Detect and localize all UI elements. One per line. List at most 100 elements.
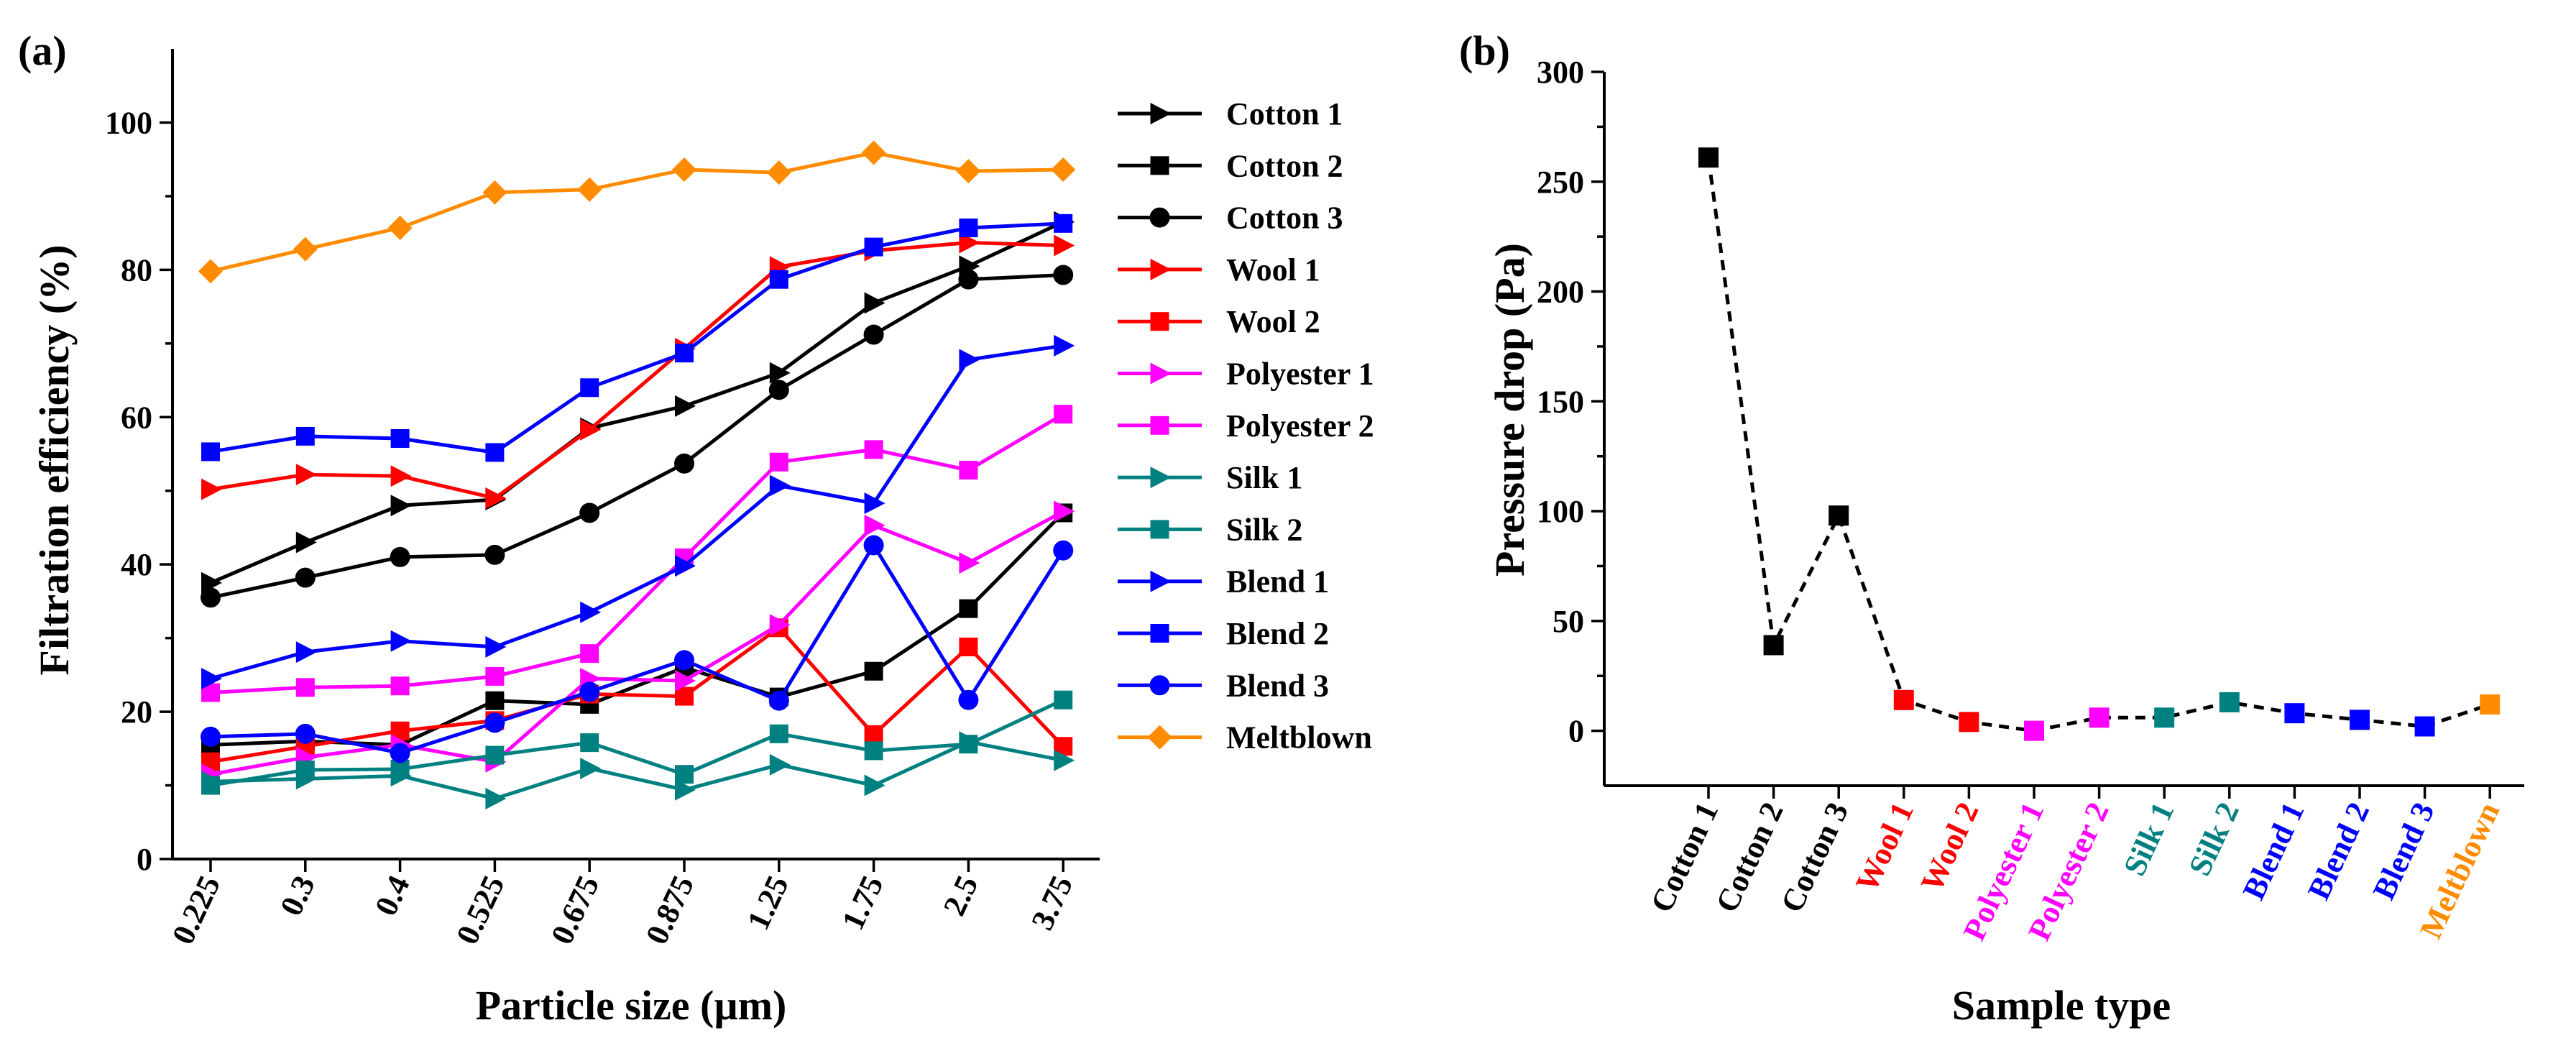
legend-marker <box>1150 156 1169 175</box>
series-cotton-3-point <box>484 544 505 565</box>
series-meltblown-point <box>482 180 507 205</box>
point-cotton-1 <box>1698 147 1719 168</box>
series-blend-3 <box>201 535 1074 763</box>
series-polyester-1-point <box>769 614 791 636</box>
legend-label: Silk 1 <box>1226 460 1302 495</box>
legend-label: Cotton 3 <box>1226 201 1343 236</box>
series-silk-2-point <box>959 735 978 754</box>
series-cotton-3-point <box>958 269 979 290</box>
series-silk-2-point <box>201 776 220 795</box>
series-wool-1-line <box>210 240 1064 500</box>
series-cotton-3-point <box>768 380 789 400</box>
point-silk-2 <box>2219 692 2240 712</box>
legend-item-blend-2: Blend 2 <box>1118 616 1329 651</box>
series-wool-1-point <box>1054 234 1075 257</box>
series-silk-2-point <box>769 724 788 743</box>
series-silk-2-point <box>864 741 883 761</box>
panel-b-y-tick-label: 50 <box>1552 604 1584 639</box>
panel-b-y-tick-label: 0 <box>1568 714 1584 749</box>
series-cotton-2-line <box>210 511 1064 747</box>
series-silk-2-point <box>485 745 505 765</box>
series-cotton-1-point <box>390 495 412 517</box>
panel-a-x-tick-label: 0.525 <box>449 871 511 950</box>
series-blend-2-point <box>675 344 694 363</box>
legend-label: Wool 2 <box>1226 304 1320 339</box>
legend-label: Blend 3 <box>1226 668 1329 703</box>
series-polyester-2-point <box>390 676 410 696</box>
series-blend-3-point <box>295 723 316 744</box>
legend-item-blend-3: Blend 3 <box>1118 668 1329 703</box>
series-meltblown-point <box>861 140 886 165</box>
series-cotton-1-line <box>210 220 1064 585</box>
panel-b-y-tick-label: 200 <box>1537 275 1584 310</box>
series-wool-1-point <box>485 487 507 509</box>
legend-label: Cotton 2 <box>1226 148 1343 183</box>
series-polyester-2-line <box>210 413 1064 694</box>
series-cotton-2-point <box>864 661 883 681</box>
series-polyester-1-point <box>864 514 886 536</box>
series-blend-3-point <box>863 535 884 556</box>
panel-a-y-tick-label: 40 <box>121 547 152 582</box>
series-polyester-2-point <box>295 678 315 697</box>
legend-item-meltblown: Meltblown <box>1118 720 1372 756</box>
series-blend-2-point <box>295 426 315 446</box>
series-blend-3-point <box>390 743 410 763</box>
panel-a-x-tick-label: 3.75 <box>1024 871 1080 935</box>
panel-b-x-tick-label-wool-2: Wool 2 <box>1914 797 1986 897</box>
series-blend-1-point <box>295 641 317 664</box>
point-polyester-2 <box>2089 707 2110 728</box>
series-wool-2-line <box>210 625 1065 764</box>
point-cotton-3 <box>1828 505 1849 526</box>
legend-marker <box>1150 570 1172 592</box>
series-silk-1-point <box>1054 749 1075 771</box>
series-blend-1-point <box>864 492 886 515</box>
panel-b-y-axis-title: Pressure drop (Pa) <box>1486 243 1533 577</box>
series-cotton-2-point <box>959 599 978 618</box>
series-blend-1-point <box>485 635 507 658</box>
series-blend-1-point <box>390 630 412 652</box>
panel-b-x-axis-title: Sample type <box>1952 982 2171 1029</box>
panel-a-filtration-efficiency-chart: (a) Filtration efficiency (%) Particle s… <box>18 27 1374 1029</box>
panel-a-y-tick-label: 0 <box>137 842 152 877</box>
point-meltblown <box>2480 694 2501 715</box>
panel-b-x-tick-label-silk-1: Silk 1 <box>2117 797 2181 881</box>
series-blend-1-point <box>580 601 602 623</box>
panel-b-x-tick-label-blend-1: Blend 1 <box>2236 797 2312 905</box>
series-silk-2-point <box>295 761 315 780</box>
series-blend-1 <box>201 334 1075 689</box>
series-blend-2-point <box>864 237 883 257</box>
series-meltblown-point <box>672 157 696 183</box>
panel-a-x-tick-label: 0.4 <box>368 871 417 922</box>
series-cotton-3-line <box>210 273 1064 600</box>
point-blend-1 <box>2284 703 2305 724</box>
legend-label: Meltblown <box>1226 720 1372 756</box>
legend-marker <box>1147 725 1172 750</box>
point-silk-1 <box>2154 707 2175 728</box>
series-meltblown-line <box>210 150 1064 273</box>
series-wool-2 <box>201 618 1073 771</box>
series-silk-1-point <box>675 779 696 801</box>
point-blend-2 <box>2350 710 2370 730</box>
series-silk-2-point <box>580 733 599 753</box>
series-cotton-3-point <box>863 324 884 345</box>
series-cotton-1 <box>201 211 1075 594</box>
legend-item-polyester-1: Polyester 1 <box>1118 357 1374 392</box>
panel-a-x-axis-title: Particle size (µm) <box>476 982 787 1029</box>
panel-a-x-tick-label: 2.5 <box>937 871 985 922</box>
panel-a-legend: Cotton 1 Cotton 2 Cotton 3 Wool 1 Wool 2 Poly… <box>1118 96 1374 756</box>
panel-a-y-axis-title: Filtration efficiency (%) <box>31 244 78 675</box>
legend-item-polyester-2: Polyester 2 <box>1118 408 1374 444</box>
legend-marker <box>1150 312 1169 331</box>
series-cotton-2 <box>201 503 1073 755</box>
series-polyester-2-point <box>580 644 599 664</box>
legend-item-cotton-2: Cotton 2 <box>1118 148 1343 183</box>
series-cotton-3-point <box>674 453 694 474</box>
series-blend-3-point <box>201 726 221 747</box>
legend-marker <box>1150 103 1172 124</box>
series-polyester-2-point <box>1054 405 1073 424</box>
series-polyester-1-point <box>1054 500 1075 523</box>
point-cotton-2 <box>1763 635 1784 656</box>
legend-item-silk-1: Silk 1 <box>1118 460 1302 495</box>
legend-marker <box>1150 467 1172 489</box>
